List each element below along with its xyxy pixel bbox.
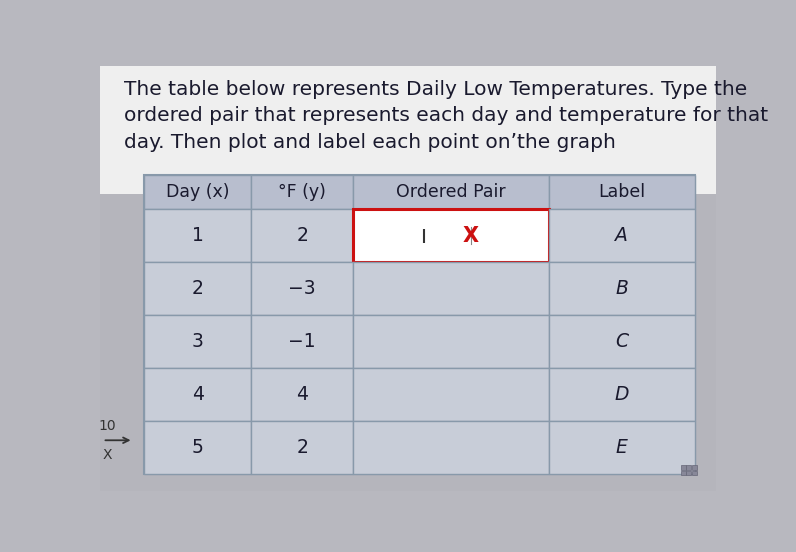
Bar [100, 66, 716, 185]
Bar [144, 368, 252, 421]
Text: °F (y): °F (y) [279, 183, 326, 201]
Bar [144, 209, 252, 262]
Bar [252, 262, 353, 315]
Bar [548, 174, 695, 209]
Bar [252, 368, 353, 421]
Bar [686, 470, 692, 475]
Text: ordered pair that represents each day and temperature for that: ordered pair that represents each day an… [124, 106, 768, 125]
Text: −1: −1 [288, 332, 316, 351]
Bar [252, 315, 353, 368]
Bar [100, 66, 716, 194]
Text: X: X [462, 226, 478, 246]
Bar [548, 262, 695, 315]
Bar [144, 421, 252, 474]
Text: Label: Label [599, 183, 646, 201]
Bar [548, 368, 695, 421]
Text: Ordered Pair: Ordered Pair [396, 183, 505, 201]
Bar [252, 174, 353, 209]
Bar [693, 465, 697, 470]
Text: 2: 2 [296, 438, 308, 457]
Text: 1: 1 [192, 226, 204, 245]
Text: 10: 10 [98, 418, 115, 433]
Bar [353, 315, 548, 368]
Text: X: X [102, 448, 111, 462]
Bar [144, 315, 252, 368]
Bar [353, 174, 548, 209]
Text: 2: 2 [296, 226, 308, 245]
Bar [548, 421, 695, 474]
Text: C: C [615, 332, 628, 351]
Text: 2: 2 [192, 279, 204, 298]
Bar [686, 465, 692, 470]
Bar [548, 315, 695, 368]
Text: E: E [616, 438, 628, 457]
Text: B: B [615, 279, 628, 298]
Bar [353, 421, 548, 474]
Text: day. Then plot and label each point onʼthe graph: day. Then plot and label each point onʼt… [124, 132, 616, 152]
Bar [681, 465, 685, 470]
Bar [693, 470, 697, 475]
Bar [353, 209, 548, 262]
Text: The table below represents Daily Low Temperatures. Type the: The table below represents Daily Low Tem… [124, 80, 747, 99]
Bar [144, 262, 252, 315]
Text: 5: 5 [192, 438, 204, 457]
Bar [681, 470, 685, 475]
Text: 4: 4 [192, 385, 204, 404]
Bar [353, 368, 548, 421]
Text: D: D [615, 385, 629, 404]
Bar [252, 421, 353, 474]
Text: Day (x): Day (x) [166, 183, 229, 201]
Bar [353, 262, 548, 315]
Text: 4: 4 [296, 385, 308, 404]
Text: 3: 3 [192, 332, 204, 351]
Text: A: A [615, 226, 628, 245]
Text: −3: −3 [288, 279, 316, 298]
Bar [252, 209, 353, 262]
Bar [548, 209, 695, 262]
Bar [144, 174, 252, 209]
Bar [144, 174, 695, 474]
